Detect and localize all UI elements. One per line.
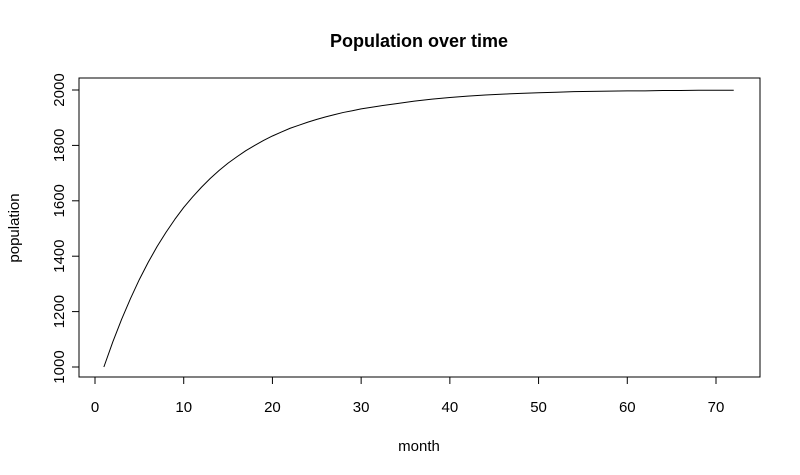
x-tick-label: 60	[619, 399, 636, 416]
x-axis-label: month	[398, 438, 440, 455]
x-tick-label: 50	[530, 399, 547, 416]
x-tick-label: 30	[353, 399, 370, 416]
plot-frame	[78, 77, 761, 378]
y-tick-label: 1000	[51, 350, 68, 383]
y-tick-label: 1200	[51, 295, 68, 328]
y-axis: 1000 1200 1400 1600 1800 2000	[51, 73, 80, 384]
x-axis: 0 10 20 30 40 50 60 70	[91, 376, 725, 416]
x-tick-label: 40	[442, 399, 459, 416]
y-axis-label: population	[6, 193, 23, 262]
y-tick-label: 1600	[51, 184, 68, 217]
y-tick-label: 1400	[51, 240, 68, 273]
x-tick-label: 70	[708, 399, 725, 416]
x-tick-label: 20	[264, 399, 281, 416]
y-tick-label: 1800	[51, 129, 68, 162]
x-tick-label: 0	[91, 399, 99, 416]
series-line	[103, 89, 734, 368]
x-tick-label: 10	[175, 399, 192, 416]
y-tick-label: 2000	[51, 73, 68, 106]
series-layer	[103, 89, 734, 368]
chart-title: Population over time	[330, 31, 508, 51]
